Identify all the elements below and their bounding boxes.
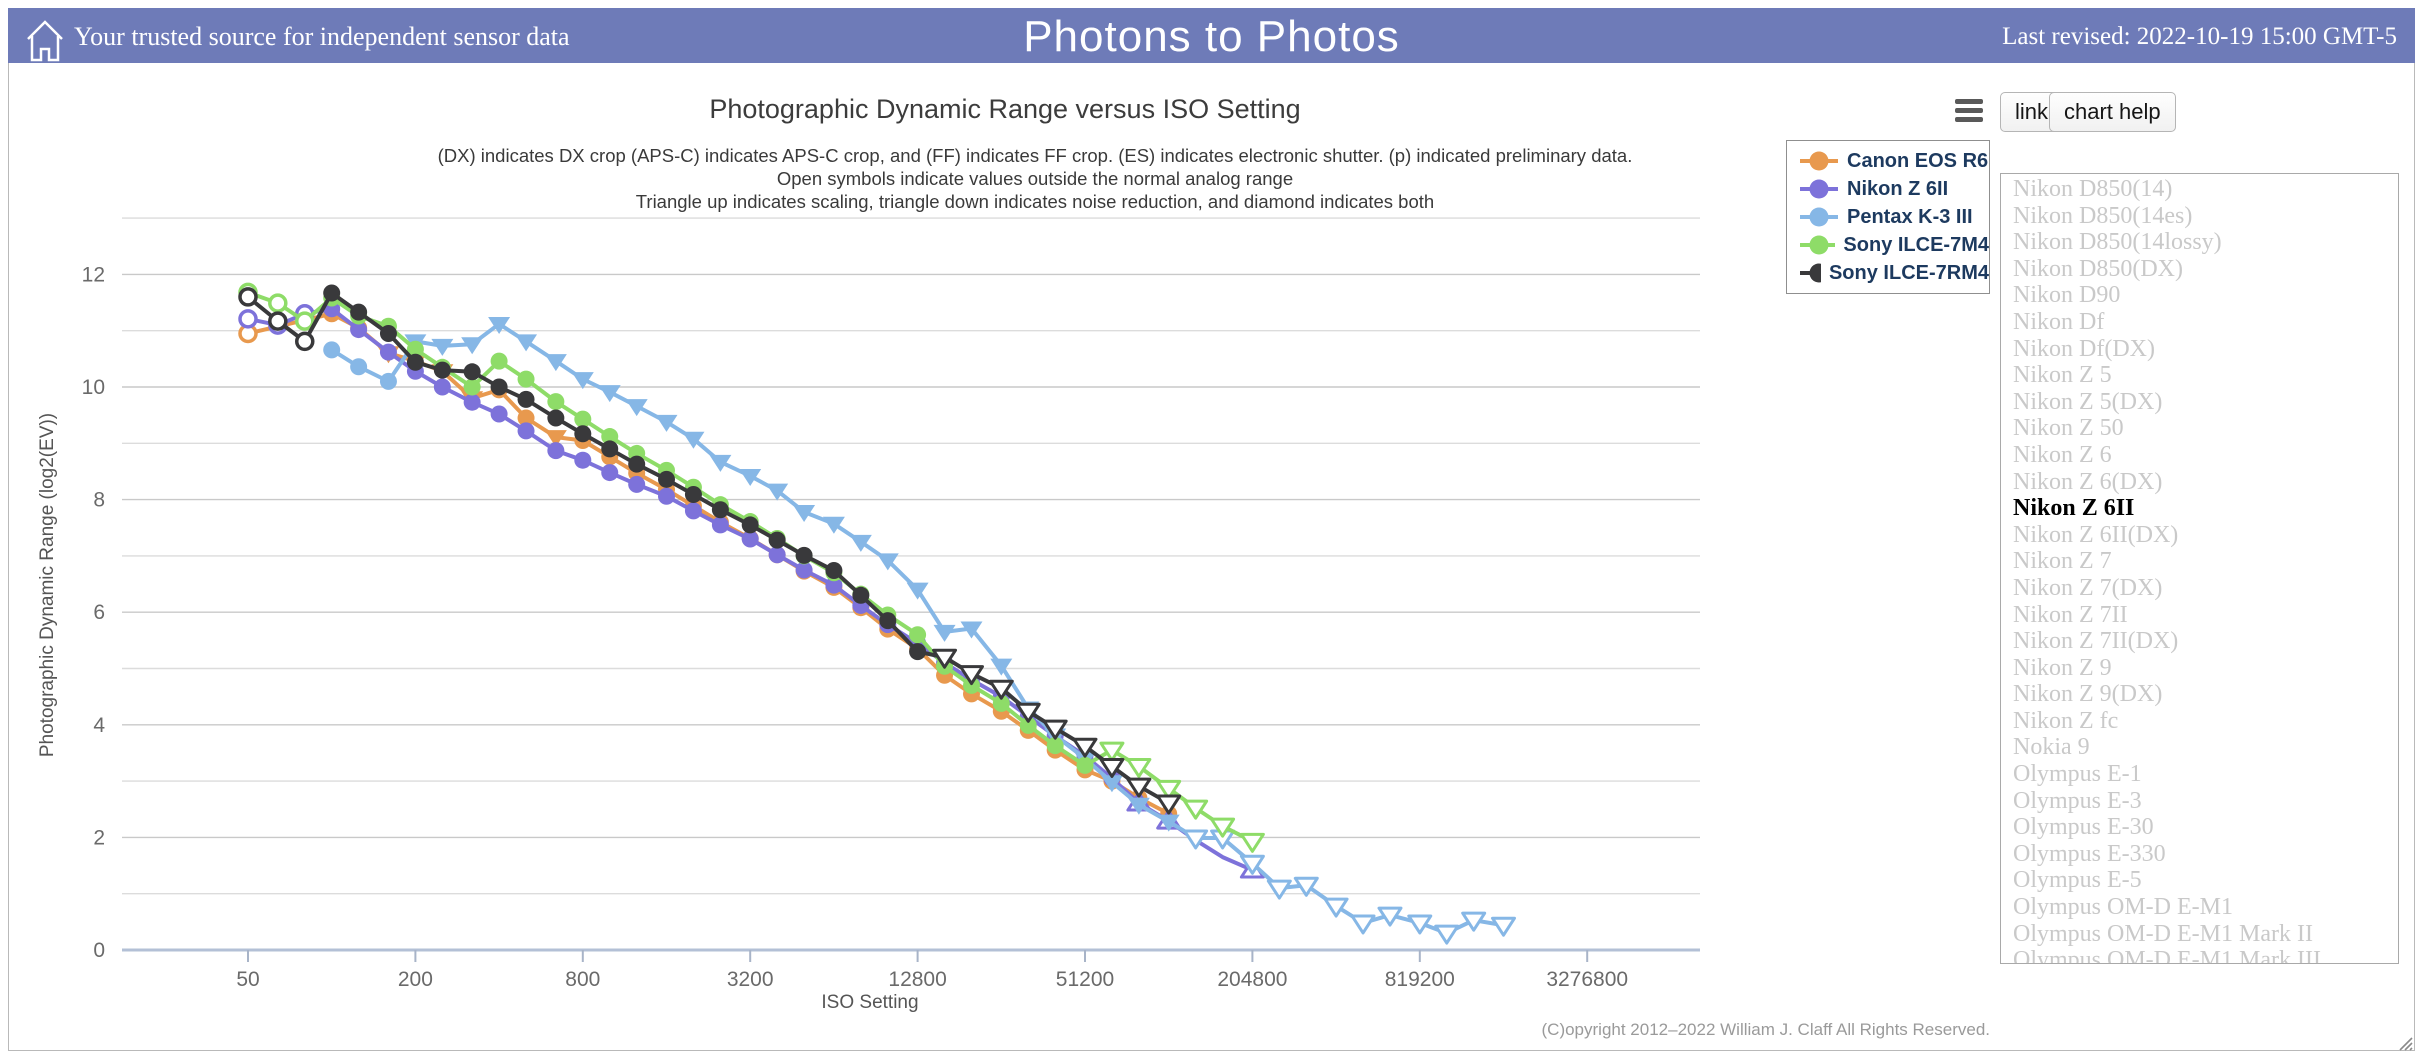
camera-list-item[interactable]: Olympus E-330 [2013, 840, 2166, 867]
legend-label: Sony ILCE-7RM4 [1828, 261, 1989, 284]
site-tagline: Your trusted source for independent sens… [74, 22, 570, 51]
camera-list-item[interactable]: Nikon Z 7(DX) [2013, 574, 2163, 601]
svg-text:51200: 51200 [1056, 968, 1114, 991]
copyright-notice: (C)opyright 2012–2022 William J. Claff A… [1541, 1020, 1991, 1039]
svg-text:4: 4 [93, 714, 105, 737]
legend-item: Sony ILCE-7RM4 [1787, 259, 1989, 287]
camera-list-item[interactable]: Olympus E-3 [2013, 787, 2142, 814]
camera-list-item[interactable]: Nikon D850(14) [2013, 176, 2173, 202]
camera-list-item[interactable]: Olympus E-5 [2013, 867, 2142, 894]
header-bar: Your trusted source for independent sens… [8, 8, 2415, 63]
site-title: Photons to Photos [1023, 12, 1400, 61]
legend-label: Nikon Z 6II [1847, 177, 1949, 200]
svg-text:200: 200 [398, 968, 433, 991]
x-axis-title: ISO Setting [821, 992, 919, 1013]
camera-list-item[interactable]: Nikon Z 6 [2013, 441, 2112, 468]
camera-list[interactable]: Nikon D850(14) Nikon D850(14es) Nikon D850… [2000, 173, 2399, 964]
camera-list-item[interactable]: Olympus E-30 [2013, 814, 2154, 841]
camera-list-item[interactable]: Nikon Df [2013, 308, 2105, 335]
legend-item: Nikon Z 6II [1787, 175, 1989, 203]
svg-text:800: 800 [565, 968, 600, 991]
camera-list-item[interactable]: Nokia 9 [2013, 734, 2090, 761]
svg-text:10: 10 [82, 376, 105, 399]
camera-list-item[interactable]: Nikon D90 [2013, 282, 2121, 309]
camera-list-item[interactable]: Olympus E-1 [2013, 761, 2142, 788]
legend-label: Canon EOS R6 [1847, 149, 1989, 172]
svg-text:204800: 204800 [1217, 968, 1287, 991]
camera-list-item[interactable]: Nikon D850(14es) [2013, 202, 2193, 229]
svg-text:12800: 12800 [888, 968, 946, 991]
camera-list-item[interactable]: Olympus OM-D E-M1 Mark III [2013, 947, 2321, 964]
camera-list-item[interactable]: Nikon Z 9(DX) [2013, 681, 2163, 708]
chart-subtitle-2: Open symbols indicate values outside the… [776, 168, 1294, 189]
legend-item: Canon EOS R6 [1787, 147, 1989, 175]
svg-text:3276800: 3276800 [1546, 968, 1628, 991]
camera-list-item[interactable]: Olympus OM-D E-M1 [2013, 894, 2233, 921]
camera-list-item[interactable]: Nikon D850(14lossy) [2013, 229, 2222, 256]
camera-list-item[interactable]: Nikon Z 5 [2013, 362, 2112, 389]
legend-label: Pentax K-3 III [1847, 205, 1973, 228]
camera-list-item-selected[interactable]: Nikon Z 6II [2013, 495, 2135, 522]
camera-list-item[interactable]: Nikon Z 50 [2013, 415, 2124, 442]
svg-text:2: 2 [93, 826, 105, 849]
home-icon[interactable] [22, 17, 68, 65]
legend-item: Pentax K-3 III [1787, 203, 1989, 231]
camera-list-item[interactable]: Nikon D850(DX) [2013, 255, 2183, 282]
svg-text:50: 50 [236, 968, 259, 991]
chart-title: Photographic Dynamic Range versus ISO Se… [709, 94, 1301, 124]
last-revised: Last revised: 2022-10-19 15:00 GMT-5 [2002, 23, 2397, 50]
camera-list-item[interactable]: Nikon Z 9 [2013, 654, 2112, 681]
legend-label: Sony ILCE-7M4 [1843, 233, 1989, 256]
chart-subtitle-1: (DX) indicates DX crop (APS-C) indicates… [437, 145, 1633, 166]
chart-help-button[interactable]: chart help [2049, 92, 2176, 132]
svg-text:8: 8 [93, 489, 105, 512]
chart-legend: Canon EOS R6 Nikon Z 6II Pentax K-3 III Son… [1786, 140, 1990, 294]
legend-item: Sony ILCE-7M4 [1787, 231, 1989, 259]
resize-grip-icon[interactable] [2396, 1034, 2413, 1051]
camera-list-item[interactable]: Nikon Z 7II [2013, 601, 2128, 628]
legend-marker-icon [1800, 235, 1836, 255]
svg-text:819200: 819200 [1385, 968, 1455, 991]
camera-list-item[interactable]: Nikon Df(DX) [2013, 335, 2155, 362]
svg-text:12: 12 [82, 263, 105, 286]
legend-marker-icon [1800, 263, 1821, 283]
camera-list-item[interactable]: Nikon Z 5(DX) [2013, 388, 2163, 415]
legend-marker-icon [1800, 207, 1838, 227]
camera-list-item[interactable]: Nikon Z 6(DX) [2013, 468, 2163, 495]
legend-marker-icon [1800, 179, 1838, 199]
legend-marker-icon [1800, 151, 1838, 171]
camera-list-item[interactable]: Nikon Z 7II(DX) [2013, 628, 2179, 655]
svg-text:3200: 3200 [727, 968, 774, 991]
svg-text:6: 6 [93, 601, 105, 624]
menu-icon[interactable] [1955, 99, 1983, 126]
camera-list-item[interactable]: Nikon Z 6II(DX) [2013, 521, 2179, 548]
camera-list-item[interactable]: Olympus OM-D E-M1 Mark II [2013, 920, 2313, 947]
camera-list-item[interactable]: Nikon Z fc [2013, 707, 2119, 734]
camera-list-item[interactable]: Nikon Z 7 [2013, 548, 2112, 575]
svg-text:0: 0 [93, 939, 105, 962]
chart-subtitle-3: Triangle up indicates scaling, triangle … [635, 191, 1435, 212]
